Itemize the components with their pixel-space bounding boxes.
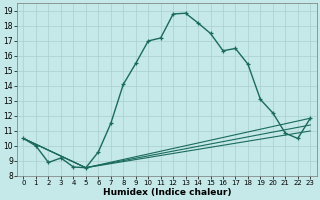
X-axis label: Humidex (Indice chaleur): Humidex (Indice chaleur) <box>103 188 231 197</box>
